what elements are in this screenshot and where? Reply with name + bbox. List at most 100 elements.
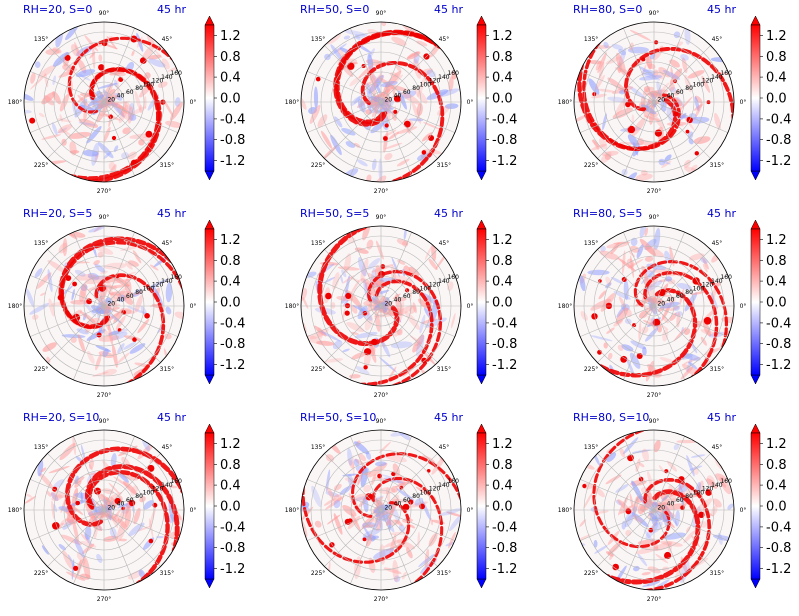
heatmap-cell: [628, 251, 636, 258]
r-tick-label: 100: [143, 285, 155, 292]
convective-cell: [345, 292, 352, 299]
theta-tick-label: 45°: [439, 36, 450, 43]
heatmap-cell: [126, 306, 148, 315]
convective-cell: [144, 313, 150, 319]
r-tick-label: 160: [720, 70, 732, 77]
heatmap-cell: [674, 510, 680, 527]
heatmap-cell: [402, 240, 409, 247]
colorbar-tick-label: -0.4: [766, 316, 791, 331]
grid-spoke: [47, 101, 105, 159]
heatmap-cell: [80, 540, 97, 548]
heatmap-cell: [639, 238, 657, 257]
grid-spoke: [73, 305, 105, 381]
heatmap-cell: [114, 93, 123, 101]
heatmap-cell: [134, 91, 142, 111]
heatmap-cell: [60, 534, 82, 545]
heatmap-cell: [379, 357, 397, 373]
heatmap-cell: [661, 160, 672, 169]
heatmap-cell: [604, 153, 612, 160]
grid-spoke: [73, 101, 105, 177]
heatmap-cell: [134, 294, 143, 313]
heatmap-cell: [124, 261, 133, 270]
heatmap-cell: [59, 442, 76, 461]
grid-spoke: [380, 509, 456, 541]
colorbar-body: [750, 24, 761, 172]
heatmap-cell: [644, 256, 654, 262]
r-tick-label: 120: [702, 282, 714, 289]
r-tick-label: 160: [170, 478, 182, 485]
colorbar-tick-label: 1.2: [492, 29, 513, 44]
heatmap-cell: [136, 32, 144, 52]
convective-cell: [612, 563, 619, 571]
heatmap-cell: [373, 548, 395, 559]
convective-cell: [641, 57, 646, 62]
r-tick-label: 120: [702, 486, 714, 493]
heatmap-cell: [62, 550, 73, 570]
theta-tick-label: 225°: [584, 162, 598, 169]
colorbar-tick-label: -0.4: [492, 112, 517, 127]
theta-tick-label: 315°: [437, 366, 451, 373]
r-tick-label: 20: [384, 504, 392, 511]
heatmap-cell: [692, 467, 699, 475]
heatmap-cell: [115, 103, 131, 121]
heatmap-cell: [386, 506, 394, 527]
heatmap-cell: [122, 127, 131, 135]
grid-spoke: [306, 305, 382, 337]
heatmap-cell: [122, 101, 127, 117]
heatmap-cell: [108, 482, 120, 494]
heatmap-cell: [416, 103, 423, 117]
heatmap-cell: [147, 54, 162, 60]
theta-tick-label: 135°: [34, 240, 48, 247]
heatmap-cell: [371, 74, 382, 87]
heatmap-cell: [104, 100, 125, 109]
heatmap-cell: [627, 258, 644, 269]
heatmap-cell: [579, 275, 586, 292]
theta-tick-label: 225°: [311, 570, 325, 577]
heatmap-cell: [50, 491, 66, 499]
heatmap-cell: [358, 453, 366, 462]
heatmap-cell: [384, 142, 403, 150]
theta-tick-label: 135°: [584, 36, 598, 43]
colorbar-tick-label: 0.0: [220, 296, 241, 311]
heatmap-cell: [659, 301, 680, 309]
heatmap-cell: [362, 226, 371, 241]
heatmap-cell: [642, 319, 656, 327]
heatmap-cell: [127, 151, 137, 160]
panel-title: RH=80, S=10: [573, 411, 649, 424]
theta-tick-label: 90°: [376, 214, 387, 221]
heatmap-cell: [727, 503, 734, 510]
theta-tick-label: 0°: [740, 303, 747, 310]
heatmap-cell: [641, 571, 651, 576]
heatmap-cell: [108, 161, 116, 171]
heatmap-cell: [396, 238, 409, 246]
polar-frame: [23, 429, 185, 591]
heatmap-cell: [321, 145, 338, 161]
r-tick-label: 160: [447, 478, 459, 485]
grid-spoke: [653, 453, 711, 511]
heatmap-cell: [324, 358, 344, 363]
heatmap-cell: [330, 134, 342, 156]
heatmap-cell: [417, 76, 426, 98]
heatmap-cell: [598, 510, 609, 514]
convective-cell: [705, 489, 712, 496]
theta-tick-label: 225°: [34, 366, 48, 373]
grid-spoke: [597, 249, 655, 307]
heatmap-cell: [392, 293, 401, 300]
heatmap-cell: [123, 341, 137, 350]
heatmap-cell: [642, 346, 647, 356]
heatmap-cell: [30, 73, 47, 90]
r-tick-label: 40: [667, 297, 675, 304]
heatmap-cell: [665, 276, 673, 282]
heatmap-cell: [713, 112, 722, 130]
heatmap-cell: [71, 559, 75, 580]
colorbar-tick-label: 1.2: [766, 437, 787, 452]
heatmap-cell: [645, 246, 665, 258]
heatmap-cell: [143, 96, 147, 109]
heatmap-cell: [86, 126, 102, 144]
heatmap-cell: [346, 322, 365, 333]
heatmap-cell: [98, 54, 103, 62]
heatmap-cell: [50, 492, 59, 502]
grid-spoke: [380, 509, 438, 567]
heatmap-cell: [621, 250, 626, 275]
r-tick-label: 140: [161, 482, 173, 489]
